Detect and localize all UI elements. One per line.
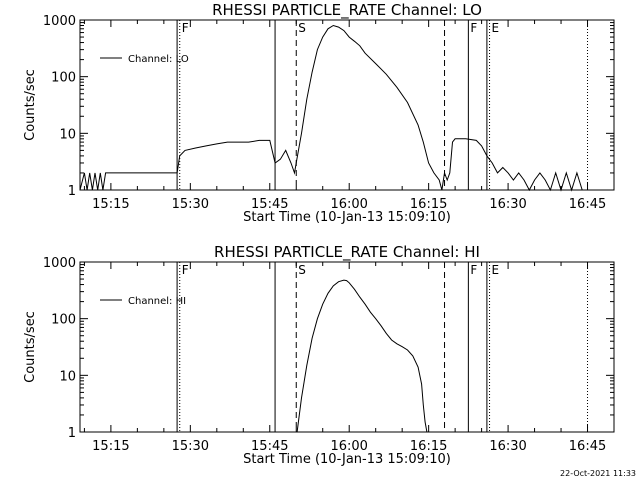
x-tick-label: 15:15 <box>92 197 129 212</box>
chart-panel-2: RHESSI PARTICLE_RATE Channel: HI 15:15 15:… <box>23 243 615 467</box>
flag-label-e: E <box>492 21 500 35</box>
y-tick-label: 1 <box>68 426 76 441</box>
plot-frame <box>79 261 615 433</box>
flag-label-f: F <box>182 263 189 277</box>
flag-label-s: S <box>298 263 306 277</box>
x-tick-label: 16:00 <box>330 197 367 212</box>
legend-label: Channel: HI <box>128 296 186 307</box>
flag-label-f: F <box>182 21 189 35</box>
legend-label: Channel: LO <box>128 54 189 65</box>
y-tick-label: 1000 <box>43 256 76 271</box>
y-tick-label: 100 <box>51 313 76 328</box>
x-tick-label: 16:00 <box>330 439 367 454</box>
x-tick-label: 16:15 <box>410 439 447 454</box>
y-axis-label: Counts/sec <box>23 69 38 141</box>
x-tick-label: 15:30 <box>172 197 209 212</box>
footer-timestamp: 22-Oct-2021 11:33 <box>560 469 636 478</box>
flag-label-f: F <box>470 21 477 35</box>
chart-title: RHESSI PARTICLE_RATE Channel: LO <box>212 1 482 20</box>
chart-panel-1: RHESSI PARTICLE_RATE Channel: LO 15:15 15:… <box>23 1 615 225</box>
x-tick-label: 16:45 <box>569 439 606 454</box>
y-tick-label: 100 <box>51 71 76 86</box>
x-axis-label: Start Time (10-Jan-13 15:09:10) <box>243 210 451 225</box>
x-tick-label: 16:30 <box>489 439 526 454</box>
flag-label-s: S <box>298 21 306 35</box>
flag-label-e: E <box>492 263 500 277</box>
y-axis-label: Counts/sec <box>23 311 38 383</box>
x-tick-label: 16:30 <box>489 197 526 212</box>
x-tick-label: 15:30 <box>172 439 209 454</box>
x-tick-label: 15:45 <box>251 439 288 454</box>
y-tick-label: 1000 <box>43 14 76 29</box>
x-axis-label: Start Time (10-Jan-13 15:09:10) <box>243 452 451 467</box>
y-tick-label: 10 <box>59 369 76 384</box>
x-tick-label: 15:15 <box>92 439 129 454</box>
y-tick-label: 1 <box>68 184 76 199</box>
chart-title: RHESSI PARTICLE_RATE Channel: HI <box>214 243 480 262</box>
series-line-1 <box>296 279 428 433</box>
plot-frame <box>79 19 615 191</box>
flag-label-f: F <box>470 263 477 277</box>
series-line-1 <box>79 24 583 192</box>
x-tick-label: 16:15 <box>410 197 447 212</box>
x-tick-label: 15:45 <box>251 197 288 212</box>
y-tick-label: 10 <box>59 127 76 142</box>
x-tick-label: 16:45 <box>569 197 606 212</box>
